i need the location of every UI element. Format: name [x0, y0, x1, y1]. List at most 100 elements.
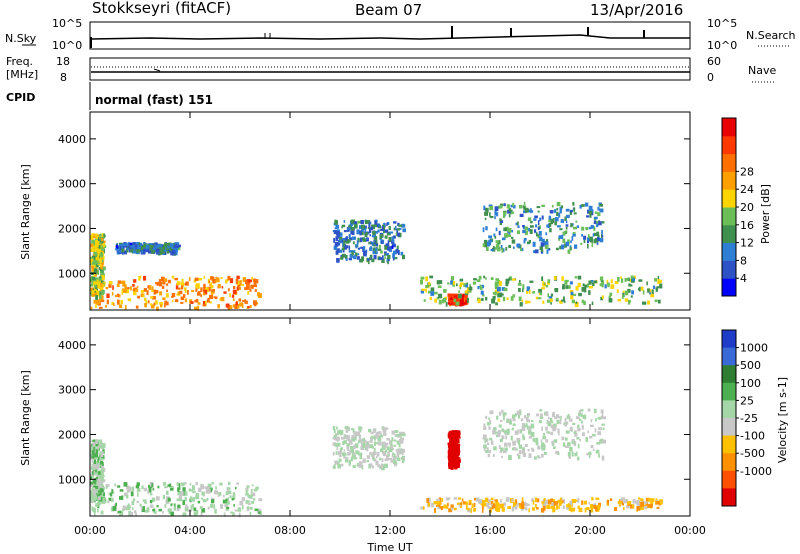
- data-cell: [555, 450, 559, 455]
- data-cell: [573, 226, 577, 230]
- data-cell: [257, 291, 260, 297]
- data-cell: [602, 427, 605, 430]
- data-cell: [158, 279, 162, 283]
- data-cell: [545, 439, 549, 443]
- nave-label: Nave: [748, 64, 776, 77]
- data-cell: [544, 245, 549, 249]
- data-cell: [541, 215, 544, 220]
- data-cell: [388, 448, 393, 452]
- data-cell: [112, 285, 114, 290]
- data-cell: [393, 439, 397, 442]
- data-cell: [600, 409, 604, 414]
- x-tick-label: 00:00: [74, 524, 106, 537]
- data-cell: [449, 430, 452, 435]
- data-cell: [658, 280, 662, 283]
- data-cell: [566, 507, 570, 510]
- data-cell: [620, 276, 622, 279]
- data-cell: [447, 456, 451, 459]
- data-cell: [531, 498, 534, 502]
- data-cell: [534, 215, 538, 219]
- data-cell: [386, 222, 388, 226]
- data-cell: [539, 409, 543, 412]
- data-cell: [91, 488, 94, 492]
- data-cell: [523, 415, 527, 419]
- data-cell: [99, 233, 102, 237]
- data-cell: [520, 247, 523, 251]
- data-cell: [167, 484, 172, 487]
- data-cell: [477, 298, 481, 304]
- data-cell: [586, 452, 589, 456]
- data-cell: [544, 412, 547, 416]
- data-cell: [178, 498, 183, 502]
- data-cell: [90, 279, 94, 282]
- data-cell: [489, 212, 491, 217]
- data-cell: [499, 220, 504, 223]
- data-cell: [91, 454, 95, 459]
- data-cell: [579, 204, 582, 209]
- data-cell: [588, 290, 591, 295]
- data-cell: [98, 284, 101, 289]
- colorbar-swatch: [722, 207, 736, 226]
- data-cell: [524, 207, 529, 213]
- data-cell: [363, 251, 367, 256]
- data-cell: [369, 221, 372, 225]
- data-cell: [530, 447, 534, 450]
- data-cell: [228, 481, 231, 486]
- data-cell: [508, 232, 511, 235]
- data-cell: [508, 420, 512, 425]
- data-cell: [583, 500, 587, 505]
- data-cell: [392, 256, 395, 261]
- data-cell: [91, 265, 94, 270]
- data-cell: [93, 241, 97, 246]
- data-cell: [369, 444, 373, 449]
- data-cell: [548, 296, 553, 299]
- data-cell: [572, 499, 576, 503]
- data-cell: [574, 245, 576, 249]
- data-cell: [225, 279, 229, 282]
- colorbar-swatch: [722, 153, 736, 172]
- data-cell: [102, 242, 106, 247]
- data-cell: [569, 211, 573, 215]
- data-cell: [353, 223, 358, 229]
- data-cell: [544, 411, 546, 414]
- data-cell: [537, 226, 540, 230]
- data-cell: [339, 239, 342, 243]
- data-cell: [101, 464, 104, 469]
- data-cell: [370, 437, 373, 443]
- data-cell: [332, 442, 336, 446]
- colorbar-swatch: [722, 135, 736, 155]
- data-cell: [556, 414, 559, 417]
- data-cell: [484, 497, 489, 503]
- data-cell: [150, 296, 154, 299]
- data-cell: [520, 503, 525, 507]
- data-cell: [455, 453, 459, 458]
- data-cell: [141, 509, 145, 513]
- data-cell: [614, 281, 619, 284]
- data-cell: [447, 452, 452, 457]
- data-cell: [130, 245, 133, 250]
- data-cell: [148, 485, 150, 488]
- data-cell: [355, 450, 359, 455]
- data-cell: [362, 458, 366, 463]
- data-cell: [195, 481, 198, 486]
- data-cell: [649, 503, 653, 507]
- data-cell: [565, 226, 568, 230]
- data-cell: [398, 224, 403, 227]
- data-cell: [358, 439, 361, 443]
- data-cell: [96, 498, 100, 501]
- data-cell: [550, 219, 553, 225]
- data-cell: [130, 249, 135, 253]
- data-cell: [478, 275, 482, 280]
- data-cell: [345, 430, 349, 433]
- data-cell: [566, 416, 570, 419]
- data-cell: [537, 297, 542, 300]
- data-cell: [97, 270, 100, 275]
- data-cell: [132, 498, 136, 502]
- data-cell: [388, 225, 391, 230]
- data-cell: [642, 290, 645, 295]
- data-cell: [483, 444, 487, 449]
- data-cell: [233, 504, 235, 507]
- data-cell: [242, 277, 247, 283]
- data-cell: [146, 290, 149, 295]
- data-cell: [387, 259, 389, 265]
